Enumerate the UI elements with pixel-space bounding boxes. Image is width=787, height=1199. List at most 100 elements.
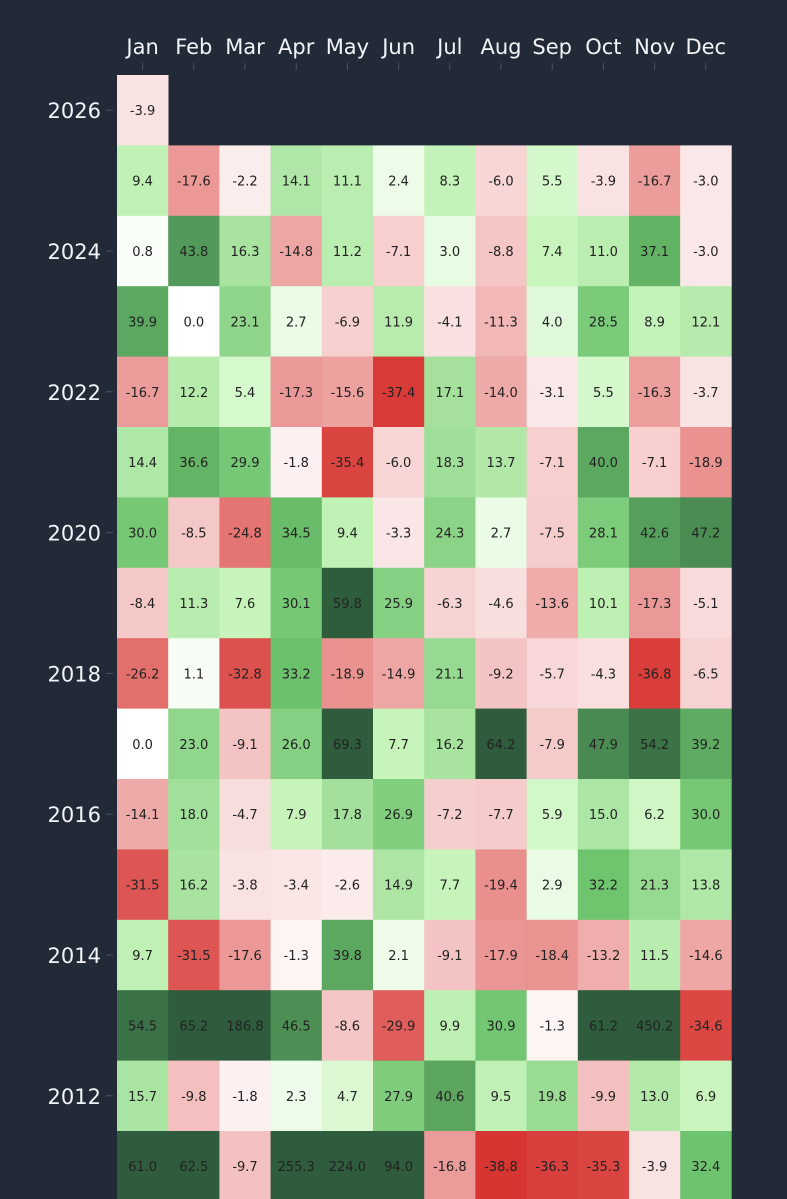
month-axis: Jan Feb Mar Apr May Jun Jul Aug Sep Oct Nov Dec [124,35,726,70]
cell-value-label: -9.8 [181,1090,206,1105]
heatmap-cell [577,919,630,991]
heatmap-cell [680,356,732,428]
heatmap-cell [424,497,476,569]
heatmap-cell [475,427,527,498]
cell-value-label: 9.9 [439,1019,460,1034]
heatmap-cell [475,1060,527,1132]
cell-value-label: -6.3 [437,597,462,612]
heatmap-cell [526,1131,579,1199]
month-label-feb: Feb [175,35,212,59]
heatmap-cell [117,1131,169,1199]
heatmap-cell [424,638,476,709]
cell-value-label: -8.6 [335,1019,360,1034]
heatmap-cell [168,849,220,921]
year-label-2012: 2012 [48,1085,101,1109]
cell-value-label: 28.1 [589,527,618,542]
cell-value-label: 16.2 [179,879,208,894]
cell-value-label: 43.8 [179,245,208,260]
heatmap-cell [680,638,732,709]
heatmap-cell [680,919,732,991]
heatmap-cell [577,708,630,780]
cell-value-label: -14.9 [382,667,416,682]
cell-value-label: 2.7 [491,527,512,542]
cell-value-label: 11.5 [640,949,669,964]
heatmap-cell [424,215,476,287]
cell-value-label: 39.9 [128,315,157,330]
cell-value-label: 8.9 [644,315,665,330]
heatmap-cell [117,567,169,639]
cell-value-label: 13.8 [691,879,720,894]
heatmap-cell [168,990,220,1061]
cell-value-label: -7.1 [642,456,667,471]
cell-value-label: 2.7 [286,315,307,330]
heatmap-cell [117,75,169,146]
cell-value-label: -35.4 [331,456,365,471]
cell-value-label: -6.0 [488,175,513,190]
cell-value-label: 30.0 [128,527,157,542]
heatmap-cell [373,849,425,921]
heatmap-cell [270,497,323,569]
cell-value-label: 9.4 [337,527,358,542]
cell-value-label: 17.1 [435,386,464,401]
heatmap-cell [117,427,169,498]
heatmap-cell [629,990,681,1061]
cell-value-label: -9.1 [437,949,462,964]
heatmap-cell [270,990,323,1061]
heatmap-cell [475,779,527,850]
heatmap-cell [424,286,476,357]
heatmap-cell [680,427,732,498]
year-label-2016: 2016 [48,803,101,827]
cell-value-label: -6.9 [335,315,360,330]
heatmap-cell [475,708,527,780]
cell-value-label: 7.7 [439,879,460,894]
heatmap-cell [629,567,681,639]
cell-value-label: 94.0 [384,1160,413,1175]
cell-value-label: -2.6 [335,879,360,894]
cell-value-label: 12.1 [691,315,720,330]
heatmap-cell [219,427,271,498]
cell-value-label: 46.5 [282,1019,311,1034]
cell-value-label: 6.2 [644,808,665,823]
month-label-jun: Jun [380,35,415,59]
heatmap-cell [475,990,527,1061]
heatmap-cell [577,567,630,639]
cell-value-label: 18.3 [435,456,464,471]
heatmap-cell [168,638,220,709]
heatmap-cell [373,356,425,428]
heatmap-cell [219,356,271,428]
cell-value-label: -14.0 [484,386,518,401]
cell-value-label: 62.5 [179,1160,208,1175]
heatmap-cell [629,1060,681,1132]
cell-value-label: -18.9 [689,456,723,471]
heatmap-cell [680,990,732,1061]
heatmap-cell [373,708,425,780]
cell-value-label: 5.5 [593,386,614,401]
month-label-aug: Aug [480,35,521,59]
heatmap-cell [373,427,425,498]
month-label-nov: Nov [634,35,675,59]
heatmap-cell [680,567,732,639]
heatmap-cell [629,1131,681,1199]
cell-value-label: 39.2 [691,738,720,753]
cell-value-label: -17.9 [484,949,518,964]
year-label-2024: 2024 [48,240,101,264]
cell-value-label: -15.6 [331,386,365,401]
cell-value-label: 23.1 [231,315,260,330]
heatmap-cell [270,286,323,357]
cell-value-label: -9.2 [488,667,513,682]
heatmap-cell [219,990,271,1061]
heatmap-cell [117,286,169,357]
heatmap-cell [526,427,579,498]
heatmap-cell [629,638,681,709]
heatmap-cell [475,286,527,357]
month-label-jul: Jul [435,35,462,59]
cell-value-label: -13.6 [535,597,569,612]
cell-value-label: -34.6 [689,1019,723,1034]
cell-value-label: 64.2 [487,738,516,753]
cell-value-label: -31.5 [177,949,211,964]
year-label-2022: 2022 [48,381,101,405]
cell-value-label: 15.0 [589,808,618,823]
heatmap-cell [321,215,374,287]
cell-value-label: 11.2 [333,245,362,260]
cell-value-label: -17.3 [279,386,313,401]
